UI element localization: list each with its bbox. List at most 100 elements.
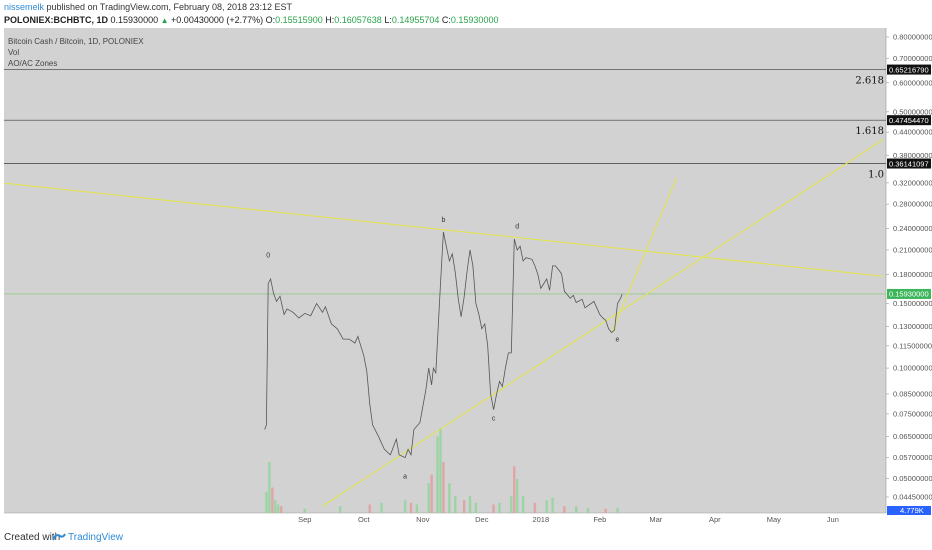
volume-tag (887, 506, 931, 515)
high-label: H: (325, 15, 335, 25)
time-tick-label: Sep (298, 515, 311, 524)
volume-bar (409, 502, 413, 513)
time-tick-label: Feb (593, 515, 606, 524)
author-link[interactable]: nissemelk (4, 2, 45, 12)
volume-bar (510, 496, 513, 513)
volume-bar (545, 500, 548, 513)
price-tick-label: 0.32000000 (893, 178, 932, 187)
time-tick-label: Apr (709, 515, 721, 524)
volume-bar (454, 496, 457, 513)
publish-info: nissemelk published on TradingView.com, … (4, 2, 292, 12)
price-line (264, 231, 623, 459)
volume-bar (265, 491, 268, 513)
fib-price-tag-label: 0.65216790 (889, 65, 929, 74)
volume-bar (468, 496, 472, 513)
pane-title: Bitcoin Cash / Bitcoin, 1D, POLONIEX (8, 37, 144, 46)
volume-bar (280, 506, 283, 513)
volume-bar (403, 500, 407, 513)
tradingview-brand[interactable]: TradingView (68, 532, 124, 543)
current-price-tag (887, 288, 931, 299)
price-tick-label: 0.24000000 (893, 224, 932, 233)
price-tick-label: 0.44000000 (893, 128, 932, 137)
volume-tag-label: 4.779K (900, 506, 924, 515)
price-axis[interactable] (886, 28, 932, 513)
volume-bar (427, 483, 430, 513)
volume-bar (380, 502, 383, 513)
ohlc-legend: POLONIEX:BCHBTC, 1D 0.15930000 ▲ +0.0043… (4, 15, 498, 25)
fib-ratio-label: 1.0 (868, 170, 884, 181)
price-tick-label: 0.06500000 (893, 432, 932, 441)
tradingview-logo-icon (52, 533, 66, 541)
time-tick-label: Mar (649, 515, 662, 524)
fib-ratio-label: 2.618 (855, 76, 884, 87)
trendline (611, 177, 677, 333)
trendline (322, 139, 884, 507)
open-value: 0.15515900 (275, 15, 323, 25)
volume-bar (462, 500, 466, 513)
wave-label: 0 (266, 253, 270, 260)
price-change: +0.00430000 (+2.77%) (171, 15, 264, 25)
chart-header: nissemelk published on TradingView.com, … (0, 0, 932, 28)
volume-bar (513, 466, 516, 513)
volume-bar (271, 487, 274, 513)
high-value: 0.16057638 (334, 15, 382, 25)
price-tick-label: 0.08500000 (893, 389, 932, 398)
symbol-label: POLONIEX:BCHBTC, 1D (4, 15, 109, 25)
wave-label: a (403, 473, 407, 480)
price-tick-label: 0.80000000 (893, 33, 932, 42)
time-tick-label: May (767, 515, 781, 524)
price-tick-label: 0.04450000 (893, 493, 932, 502)
time-tick-label: Oct (358, 515, 371, 524)
volume-bar (563, 506, 566, 513)
volume-bar (492, 504, 495, 513)
time-tick-label: Nov (416, 515, 430, 524)
volume-bar (268, 462, 271, 513)
close-value: 0.15930000 (450, 15, 499, 25)
volume-bar (430, 474, 433, 513)
current-price-tag-label: 0.15930000 (889, 290, 929, 299)
price-tick-label: 0.05700000 (893, 453, 932, 462)
price-tick-label: 0.70000000 (893, 54, 932, 63)
price-tick-label: 0.07500000 (893, 409, 932, 418)
trendline (3, 182, 884, 277)
plot-area[interactable] (4, 28, 886, 513)
price-tick-label: 0.50000000 (893, 107, 932, 116)
fib-price-tag (887, 64, 931, 75)
volume-bar (277, 504, 280, 513)
volume-bar (516, 479, 519, 513)
fib-price-tag-label: 0.47454470 (889, 116, 929, 125)
volume-bar (551, 497, 554, 513)
fib-price-tag-label: 0.36141097 (889, 159, 929, 168)
volume-bar (586, 507, 590, 513)
volume-bar (368, 504, 371, 513)
price-chart[interactable]: Bitcoin Cash / Bitcoin, 1D, POLONIEX Vol… (0, 0, 932, 526)
volume-bar (415, 504, 419, 513)
price-tick-label: 0.13000000 (893, 322, 932, 331)
wave-label: d (515, 224, 519, 231)
open-label: O: (265, 15, 276, 25)
price-tick-label: 0.18000000 (893, 270, 932, 279)
price-tick-label: 0.10000000 (893, 364, 932, 373)
fib-price-tag (887, 158, 931, 169)
volume-bar (616, 507, 619, 513)
volume-bar (436, 436, 439, 513)
volume-bar (474, 502, 478, 513)
up-arrow-icon: ▲ (160, 16, 169, 25)
volume-bar (575, 506, 578, 513)
price-tick-label: 0.11500000 (893, 341, 932, 350)
volume-bar (498, 502, 501, 513)
volume-pane-label: Vol (8, 48, 19, 57)
indicator-pane-label: AO/AC Zones (8, 59, 57, 68)
low-label: L: (384, 15, 392, 25)
time-tick-label: 2018 (532, 515, 549, 524)
last-price: 0.15930000 (110, 15, 159, 25)
wave-label: c (492, 415, 496, 422)
volume-bar (442, 462, 445, 513)
volume-bar (303, 508, 306, 513)
publish-date: published on TradingView.com, February 0… (46, 2, 293, 12)
price-tick-label: 0.60000000 (893, 78, 932, 87)
volume-bar (604, 508, 607, 513)
close-label: C: (441, 15, 451, 25)
volume-bar (439, 428, 442, 513)
fib-price-tag (887, 115, 931, 126)
